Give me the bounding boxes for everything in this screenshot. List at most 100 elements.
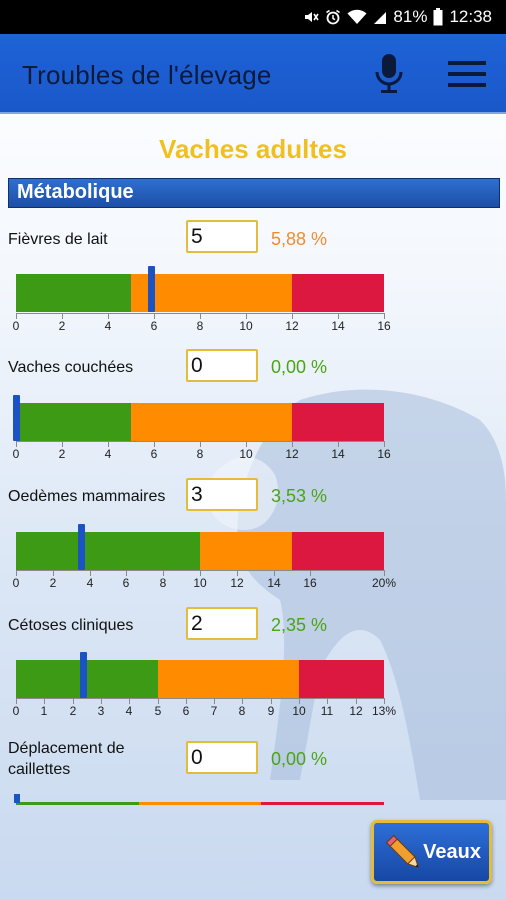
row-value-input[interactable] — [186, 741, 258, 774]
axis-tick-label: 3 — [97, 704, 105, 718]
bar-segment-red — [261, 802, 384, 805]
axis-tick — [126, 570, 127, 576]
row-label: Cétoses cliniques — [8, 617, 134, 634]
axis-tick-label: 20% — [371, 576, 397, 590]
cow-background-image — [207, 389, 506, 800]
axis-tick — [62, 313, 63, 319]
bar-segment-green — [16, 274, 131, 312]
row-value-input[interactable] — [186, 607, 258, 640]
axis-tick — [274, 570, 275, 576]
axis-tick-label: 14 — [331, 319, 345, 333]
axis-tick-label: 16 — [303, 576, 317, 590]
bar-segment-red — [292, 403, 384, 441]
axis-tick-label: 9 — [267, 704, 275, 718]
bar-segment-orange — [157, 660, 300, 698]
axis-tick — [292, 313, 293, 319]
bar-segment-green — [16, 532, 200, 570]
axis-tick — [271, 698, 272, 704]
row-label: Fièvres de lait — [8, 231, 108, 248]
alarm-icon — [325, 9, 341, 25]
battery-icon — [433, 8, 443, 26]
axis-tick — [384, 441, 385, 447]
row-label: Oedèmes mammaires — [8, 488, 166, 505]
hamburger-menu-icon[interactable] — [448, 58, 486, 90]
row-value-input[interactable] — [186, 220, 258, 253]
axis-tick — [101, 698, 102, 704]
axis-tick-label: 8 — [196, 447, 204, 461]
axis-tick — [16, 441, 17, 447]
axis-tick-label: 0 — [12, 447, 20, 461]
axis-tick — [327, 698, 328, 704]
axis-tick-label: 4 — [104, 447, 112, 461]
bar-segment-orange — [138, 802, 262, 805]
axis-tick-label: 6 — [182, 704, 190, 718]
axis-tick — [246, 313, 247, 319]
row-marker[interactable] — [13, 395, 20, 441]
row-marker[interactable] — [148, 266, 155, 312]
axis-tick-label: 16 — [377, 447, 391, 461]
axis-tick-label: 14 — [331, 447, 345, 461]
axis-tick — [356, 698, 357, 704]
axis-tick — [242, 698, 243, 704]
bar-segment-orange — [131, 274, 292, 312]
axis-tick-label: 6 — [122, 576, 130, 590]
axis-tick-label: 10 — [292, 704, 306, 718]
bar-segment-red — [299, 660, 384, 698]
bar-segment-orange — [131, 403, 292, 441]
axis-tick-label: 0 — [12, 319, 20, 333]
row-marker[interactable] — [80, 652, 87, 698]
veaux-button[interactable]: Veaux — [371, 820, 492, 884]
axis-tick-label: 1 — [40, 704, 48, 718]
veaux-button-label: Veaux — [423, 840, 481, 863]
threshold-bar — [16, 660, 384, 698]
axis-tick — [214, 698, 215, 704]
axis-tick — [200, 313, 201, 319]
axis-tick — [154, 313, 155, 319]
row-value-input[interactable] — [186, 478, 258, 511]
axis-tick — [53, 570, 54, 576]
axis-tick — [186, 698, 187, 704]
axis-tick — [310, 570, 311, 576]
row-value-input[interactable] — [186, 349, 258, 382]
bar-segment-red — [292, 532, 384, 570]
axis-tick-label: 8 — [238, 704, 246, 718]
axis-tick-label: 10 — [193, 576, 207, 590]
axis-tick — [16, 313, 17, 319]
axis-tick — [90, 570, 91, 576]
axis-tick — [200, 441, 201, 447]
axis-tick — [16, 570, 17, 576]
section-title: Vaches adultes — [159, 134, 347, 164]
pencil-icon — [385, 834, 420, 869]
category-header: Métabolique — [8, 178, 500, 208]
axis-tick-label: 2 — [49, 576, 57, 590]
axis-tick-label: 12 — [230, 576, 244, 590]
row-marker[interactable] — [14, 794, 20, 803]
axis-tick — [246, 441, 247, 447]
axis-tick — [384, 698, 385, 704]
bar-segment-orange — [200, 532, 292, 570]
row-percent: 0,00 % — [271, 749, 328, 769]
row-marker[interactable] — [78, 524, 85, 570]
clock: 12:38 — [449, 7, 492, 26]
axis-tick — [200, 570, 201, 576]
axis-tick-label: 8 — [159, 576, 167, 590]
axis-tick-label: 4 — [125, 704, 133, 718]
axis-tick-label: 7 — [210, 704, 218, 718]
axis-tick — [158, 698, 159, 704]
axis-tick — [384, 570, 385, 576]
mute-icon — [303, 9, 320, 25]
threshold-bar — [16, 274, 384, 312]
axis-tick — [44, 698, 45, 704]
threshold-bar — [16, 532, 384, 570]
bar-segment-green — [16, 403, 131, 441]
axis-tick-label: 8 — [196, 319, 204, 333]
app-title: Troubles de l'élevage — [22, 60, 272, 90]
axis-tick — [237, 570, 238, 576]
bar-segment-green — [16, 802, 139, 805]
axis-tick-label: 12 — [349, 704, 363, 718]
axis-tick — [16, 698, 17, 704]
axis-tick-label: 12 — [285, 319, 299, 333]
axis-tick-label: 6 — [150, 447, 158, 461]
signal-icon — [373, 9, 387, 25]
microphone-icon[interactable] — [372, 52, 406, 96]
